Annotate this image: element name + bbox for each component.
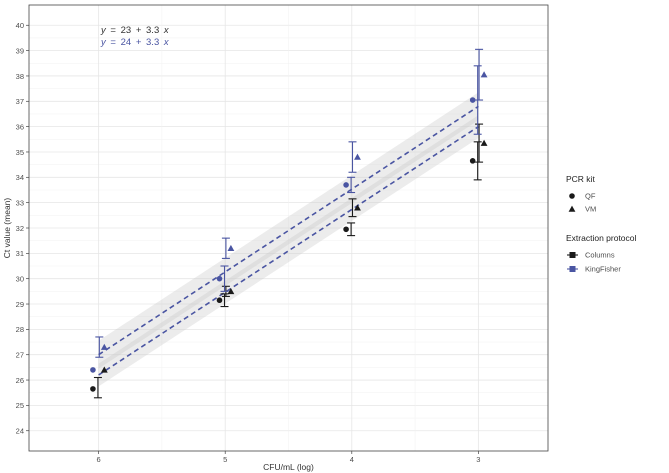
point-columns-qf-6	[90, 386, 96, 392]
point-columns-vm-5	[227, 287, 235, 295]
y-tick-label-36: 36	[16, 122, 24, 131]
equation-columns-plus: +	[136, 25, 142, 36]
equation-kingfisher: y = 24 + 3.3 x	[100, 37, 170, 48]
point-kingfisher-qf-5	[216, 275, 223, 282]
fit-line-columns	[98, 125, 479, 376]
y-tick-label-32: 32	[16, 224, 24, 233]
equation-columns-equals: =	[110, 25, 116, 36]
legend-kit-vm-label: VM	[585, 205, 596, 214]
point-columns-vm-6	[100, 366, 108, 373]
point-columns-vm-4	[354, 204, 361, 211]
equation-kingfisher-intercept: 24	[121, 37, 132, 48]
confidence-band-kingfisher	[98, 92, 479, 369]
y-tick-label-30: 30	[16, 274, 24, 283]
y-tick-label-39: 39	[16, 46, 24, 55]
x-tick-label-3: 3	[476, 455, 480, 464]
fit-lines	[98, 105, 479, 376]
x-tick-label-5: 5	[223, 455, 227, 464]
y-tick-label-25: 25	[16, 401, 24, 410]
y-tick-label-40: 40	[16, 21, 24, 30]
y-tick-label-33: 33	[16, 198, 24, 207]
data-points	[90, 71, 488, 392]
point-kingfisher-vm-3	[480, 71, 488, 78]
point-kingfisher-qf-4	[343, 182, 349, 188]
error-bars	[93, 48, 484, 399]
point-kingfisher-qf-6	[90, 367, 96, 373]
point-columns-qf-4	[343, 226, 349, 233]
y-tick-label-24: 24	[16, 427, 24, 436]
legend-protocol-columns-label: Columns	[585, 251, 615, 260]
y-tick-label-29: 29	[16, 300, 24, 309]
y-tick-label-31: 31	[16, 249, 24, 258]
x-tick-label-6: 6	[97, 455, 101, 464]
confidence-bands	[98, 92, 479, 387]
legend-kit-vm-icon	[568, 205, 576, 212]
legend-kit-qf-icon	[569, 193, 575, 199]
equation-kingfisher-y: y	[100, 37, 107, 48]
fit-line-kingfisher	[98, 105, 479, 356]
legend-protocol-kingfisher-label: KingFisher	[585, 265, 621, 274]
y-tick-label-27: 27	[16, 351, 24, 360]
equation-kingfisher-equals: =	[110, 37, 116, 48]
point-columns-qf-5	[216, 297, 223, 304]
equation-columns-intercept: 23	[121, 25, 132, 36]
equation-kingfisher-plus: +	[136, 37, 142, 48]
legend-protocol-title: Extraction protocol	[566, 233, 637, 243]
y-tick-label-38: 38	[16, 72, 24, 81]
grid-lines	[29, 5, 548, 451]
y-tick-label-35: 35	[16, 148, 24, 157]
legend-protocol-kingfisher-icon	[569, 266, 576, 272]
x-tick-label-4: 4	[350, 455, 354, 464]
y-axis-ticks: 24 25 26 27 28 29 30 31 32 33 34 35 36 37 38 39 40	[16, 21, 29, 436]
equation-columns: y = 23 + 3.3 x	[100, 25, 170, 36]
point-columns-vm-3	[480, 139, 488, 146]
legend-kit-title: PCR kit	[566, 174, 595, 184]
equation-columns-y: y	[100, 25, 107, 36]
y-tick-label-37: 37	[16, 97, 24, 106]
x-axis-ticks: 6 5 4 3	[97, 451, 480, 464]
equation-columns-x: x	[163, 25, 170, 36]
point-columns-qf-3	[469, 158, 476, 164]
legend-kit-qf-label: QF	[585, 192, 596, 201]
legend-protocol-items: Columns KingFisher	[567, 251, 621, 274]
y-tick-label-26: 26	[16, 376, 24, 385]
equation-columns-slope: 3.3	[146, 25, 159, 36]
legend-kit-items: QF VM	[568, 192, 596, 214]
point-kingfisher-qf-3	[469, 97, 476, 103]
x-axis-label: CFU/mL (log)	[263, 462, 314, 472]
equation-kingfisher-slope: 3.3	[146, 37, 159, 48]
legend-protocol-columns-icon	[569, 252, 576, 258]
equation-kingfisher-x: x	[163, 37, 170, 48]
y-axis-label: Ct value (mean)	[2, 198, 12, 259]
point-kingfisher-vm-4	[354, 153, 361, 160]
legend: PCR kit QF VM Extraction protocol Columns…	[566, 174, 637, 274]
y-tick-label-28: 28	[16, 325, 24, 334]
point-kingfisher-vm-6	[100, 343, 108, 350]
confidence-band-columns	[98, 115, 479, 387]
y-tick-label-34: 34	[16, 173, 24, 182]
point-kingfisher-vm-5	[227, 244, 235, 251]
